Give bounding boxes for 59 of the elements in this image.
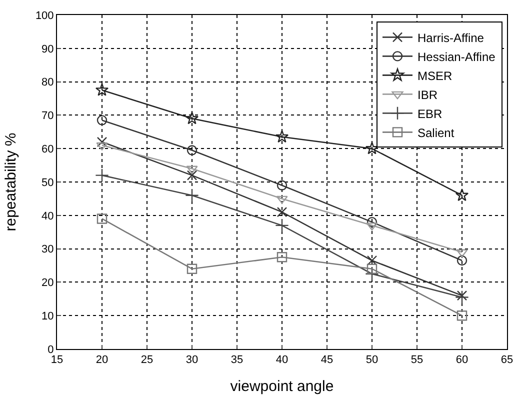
x-tick-label: 60 xyxy=(456,354,468,366)
x-tick-label: 65 xyxy=(500,354,514,366)
point xyxy=(365,142,379,154)
point xyxy=(96,214,108,224)
point xyxy=(185,112,199,124)
legend-label: EBR xyxy=(418,106,443,121)
x-tick-label: 55 xyxy=(410,354,424,366)
point xyxy=(366,222,378,231)
y-tick-label: 20 xyxy=(42,277,54,290)
y-tick-label: 80 xyxy=(42,76,54,89)
point xyxy=(96,136,108,148)
point xyxy=(185,188,199,202)
point xyxy=(186,145,198,156)
y-tick-label: 60 xyxy=(42,143,54,156)
point xyxy=(95,83,109,96)
legend-label: Salient xyxy=(418,126,455,140)
legend-label: Hessian-Affine xyxy=(418,50,496,64)
point xyxy=(456,249,468,258)
y-tick-label: 100 xyxy=(35,10,54,22)
x-tick-label: 30 xyxy=(186,354,198,366)
point xyxy=(275,218,289,232)
y-axis-title: repeatability % xyxy=(2,132,20,232)
legend-label: MSER xyxy=(418,68,453,83)
point xyxy=(366,216,378,228)
point xyxy=(276,206,288,218)
point xyxy=(456,255,468,266)
legend-label: IBR xyxy=(418,88,438,102)
point xyxy=(456,290,468,301)
x-tick-label: 25 xyxy=(140,354,154,366)
x-tick-label: 20 xyxy=(96,354,108,366)
point xyxy=(95,168,109,182)
y-tick-label: 10 xyxy=(42,310,54,322)
x-axis-title: viewpoint angle xyxy=(230,378,334,396)
point xyxy=(186,264,198,274)
x-tick-label: 15 xyxy=(50,354,64,366)
x-tick-label: 45 xyxy=(320,354,334,366)
point xyxy=(456,310,468,321)
x-tick-label: 40 xyxy=(276,354,288,366)
point xyxy=(96,142,108,150)
point xyxy=(276,196,288,204)
point xyxy=(276,252,288,262)
point xyxy=(455,188,469,202)
point xyxy=(96,115,108,126)
point xyxy=(276,180,288,190)
y-tick-label: 50 xyxy=(42,176,54,189)
x-tick-label: 50 xyxy=(366,354,378,366)
point xyxy=(366,264,378,274)
y-tick-label: 0 xyxy=(48,344,54,356)
point xyxy=(455,290,469,304)
legend-label: Harris-Affine xyxy=(418,30,484,45)
y-tick-label: 40 xyxy=(42,210,54,222)
point xyxy=(275,130,289,143)
y-tick-label: 70 xyxy=(42,110,54,122)
point xyxy=(366,255,378,266)
point xyxy=(186,170,198,180)
y-tick-label: 30 xyxy=(42,244,54,256)
point xyxy=(186,166,198,174)
y-tick-label: 90 xyxy=(42,43,54,56)
x-tick-label: 35 xyxy=(230,354,244,366)
